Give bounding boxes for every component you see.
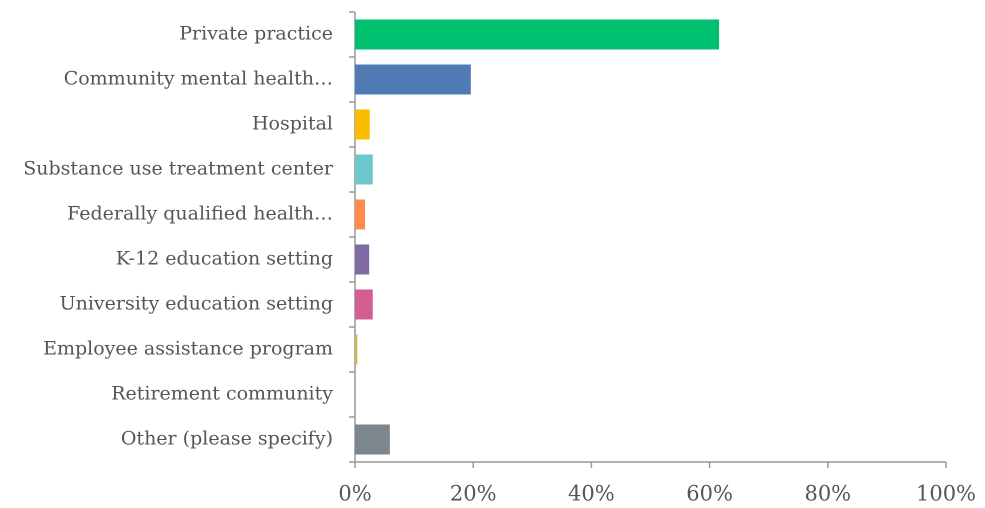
bar: [355, 64, 471, 95]
x-tick-label: 80%: [804, 482, 851, 506]
x-tick-label: 100%: [916, 482, 976, 506]
y-tick-label: Community mental health…: [64, 68, 333, 90]
bar: [355, 334, 358, 365]
y-tick-label: University education setting: [60, 293, 333, 315]
x-tick-label: 20%: [450, 482, 497, 506]
bar: [355, 109, 370, 140]
y-tick-label: Hospital: [252, 113, 333, 135]
y-tick-label: Retirement community: [111, 383, 333, 405]
y-tick-label: Private practice: [179, 23, 333, 45]
bar: [355, 424, 390, 455]
bar: [355, 19, 720, 50]
x-tick-label: 40%: [568, 482, 615, 506]
bar: [355, 244, 370, 275]
y-tick-label: Employee assistance program: [43, 338, 333, 360]
bar: [355, 154, 373, 185]
bar: [355, 289, 373, 320]
x-tick-label: 60%: [686, 482, 733, 506]
y-tick-label: Federally qualified health…: [67, 203, 333, 225]
y-tick-label: K-12 education setting: [116, 248, 333, 270]
y-tick-label: Other (please specify): [121, 428, 333, 450]
x-tick-label: 0%: [338, 482, 371, 506]
bar: [355, 199, 366, 230]
y-tick-label: Substance use treatment center: [23, 158, 334, 180]
